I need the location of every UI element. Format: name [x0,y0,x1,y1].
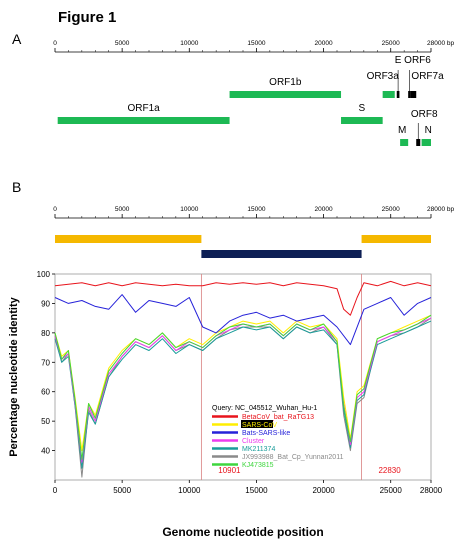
panel-b-label: B [12,179,21,195]
top-axis-tick-label: 5000 [115,206,130,213]
top-axis-tick-label: 20000 [315,206,333,213]
breakpoint-label: 10901 [218,466,241,475]
gene-label-m: M [398,125,406,136]
x-axis-tick-label: 20000 [312,486,335,495]
gene-bar-m [400,139,409,146]
y-axis-tick-label: 50 [41,417,50,426]
genome-axis-tick-label: 15000 [247,40,265,47]
series-line-0 [54,280,432,316]
x-axis-title: Genome nucleotide position [162,525,323,539]
panel-a-label: A [12,31,22,47]
legend-entry: BetaCoV_bat_RaTG13 [242,414,314,421]
genome-map-panel-a: 0 5000 10000 15000 20000 25000 28000 bp ORF1a OR… [53,40,454,146]
gene-label-orf8: ORF8 [411,109,438,120]
y-axis-tick-label: 80 [41,329,50,338]
top-axis-tick-label: 10000 [180,206,198,213]
legend-entry: JX993988_Bat_Cp_Yunnan2011 [242,454,344,461]
series-line-6 [54,314,432,460]
top-axis-tick-label: 0 [53,206,57,213]
x-axis-tick-label: 25000 [380,486,403,495]
x-axis-tick-label: 5000 [113,486,131,495]
legend-entry: SARS-CoV [242,422,277,429]
y-axis-tick-label: 100 [37,270,51,279]
gene-label-orf1a: ORF1a [128,103,161,114]
y-axis-tick-label: 70 [41,358,50,367]
top-axis-tick-label: 15000 [247,206,265,213]
x-axis-tick-label: 15000 [245,486,268,495]
top-axis-tick-label: 25000 [382,206,400,213]
top-axis-end-label: 28000 bp [427,206,454,213]
gene-bar-orf6 [408,91,411,98]
gene-bar-orf1b [229,91,342,98]
gene-label-e: E [395,55,402,66]
series-line-3 [54,317,432,463]
y-axis-tick-label: 90 [41,299,50,308]
gene-label-orf7a: ORF7a [411,71,444,82]
gene-bar-orf8 [416,139,421,146]
identity-plot-panel-b: 10901 22830 40 50 60 70 80 90 100 0 5000 10000 15000… [8,270,443,539]
genome-axis-end-label: 28000 bp [427,40,454,47]
genome-axis-tick-label: 0 [53,40,57,47]
legend-entry: Bats-SARS-like [242,430,290,437]
x-axis-tick-label: 0 [53,486,58,495]
gene-label-orf1b: ORF1b [269,77,302,88]
gene-bar-orf7a [410,91,417,98]
legend-entry: KJ473815 [242,462,274,469]
gene-label-orf6: ORF6 [404,55,431,66]
genome-axis-tick-label: 25000 [382,40,400,47]
gene-label-orf3a: ORF3a [367,71,400,82]
gene-bar-n [421,139,431,146]
plot-frame [54,273,432,481]
genome-axis-tick-label: 20000 [315,40,333,47]
genome-axis-tick-label: 10000 [180,40,198,47]
gene-bar-orf3a [382,91,395,98]
legend-title: Query: NC_045512_Wuhan_Hu-1 [212,405,317,412]
legend-highlight [241,420,273,428]
genome-axis-panel-b: 0 5000 10000 15000 20000 25000 28000 bp [53,206,454,258]
legend-entry: Cluster [242,438,265,445]
gene-bar-s [341,117,383,124]
region-bar-1 [201,250,362,258]
y-axis-title: Percentage nucleotide identity [8,296,20,456]
y-axis-tick-label: 40 [41,447,50,456]
region-bar-2 [361,235,431,243]
x-axis-tick-label: 28000 [420,486,443,495]
series-line-5 [54,317,432,478]
region-bar-0 [55,235,202,243]
breakpoint-label: 22830 [378,466,401,475]
genome-axis-tick-label: 5000 [115,40,130,47]
gene-label-s: S [359,103,366,114]
gene-label-n: N [425,125,432,136]
legend-entry: MK211374 [242,446,275,453]
series-line-2 [54,294,432,346]
gene-bar-e [396,91,400,98]
y-axis-tick-label: 60 [41,388,50,397]
x-axis-tick-label: 10000 [178,486,201,495]
series-line-1 [54,314,432,452]
series-line-4 [54,320,432,469]
gene-bar-orf1a [57,117,230,124]
figure-title: Figure 1 [58,9,116,26]
